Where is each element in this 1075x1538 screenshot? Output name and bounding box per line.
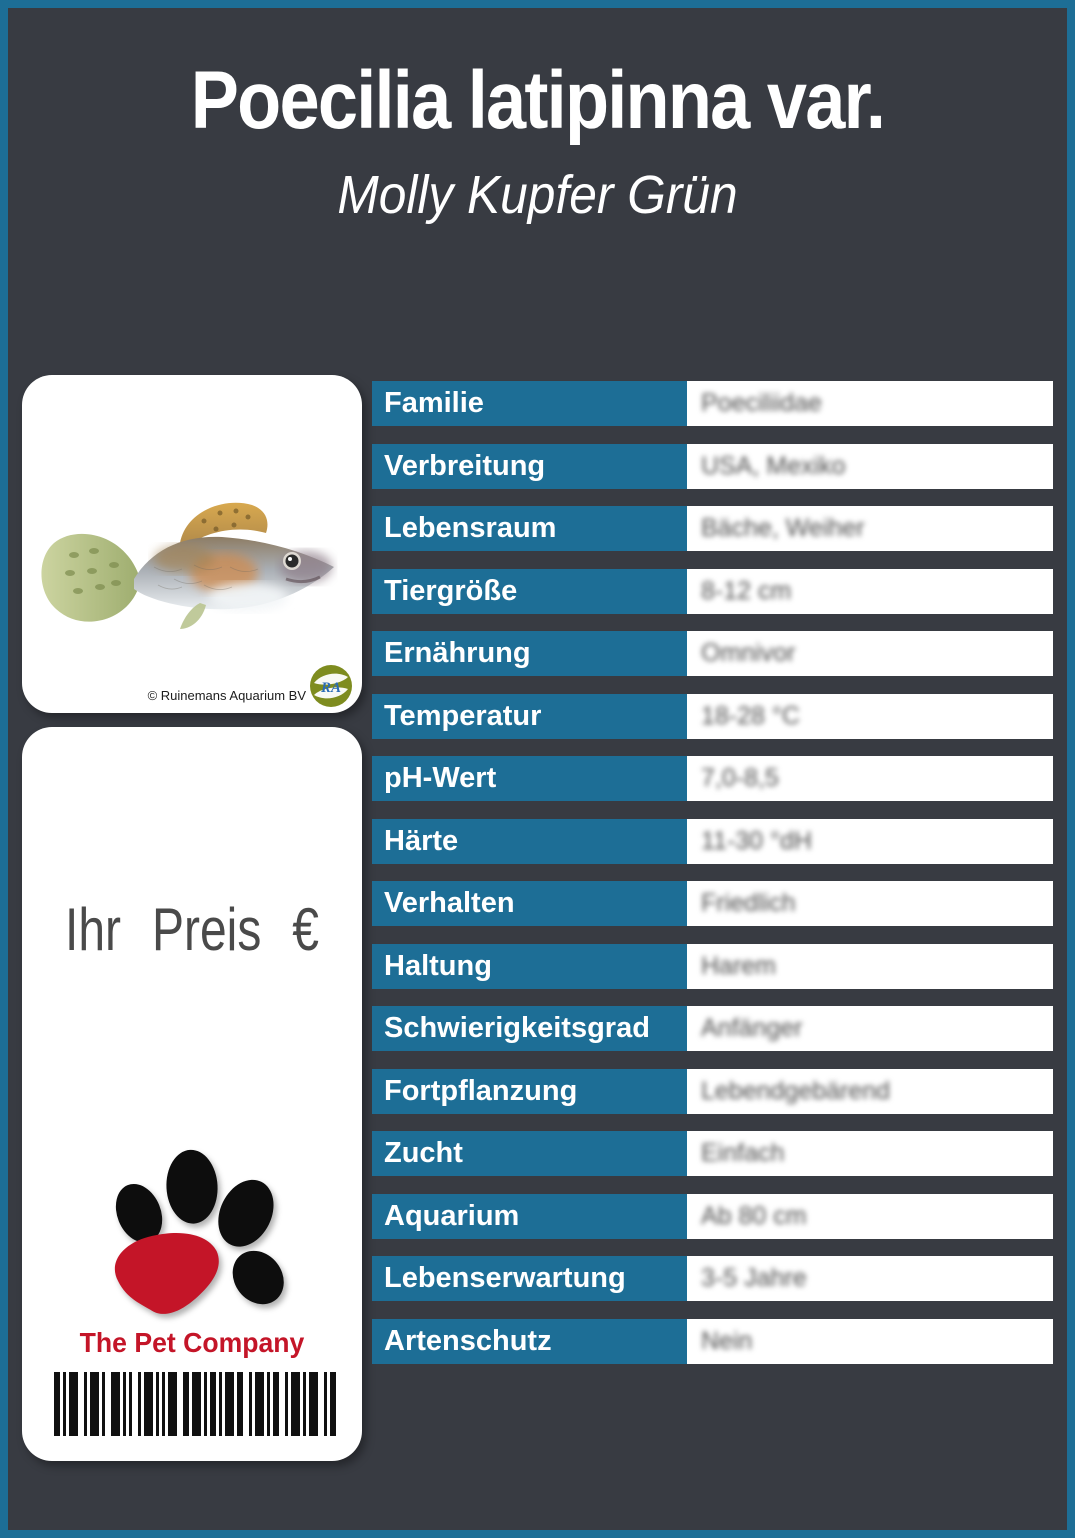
row-value: USA, Mexiko bbox=[687, 443, 1053, 489]
table-row: Verbreitung USA, Mexiko bbox=[372, 443, 1053, 489]
row-label: Verbreitung bbox=[372, 443, 687, 489]
barcode-bar bbox=[54, 1372, 60, 1436]
row-label: pH-Wert bbox=[372, 756, 687, 801]
page-title: Poecilia latipinna var. bbox=[190, 55, 886, 146]
barcode-bar bbox=[156, 1372, 159, 1436]
row-label: Schwierigkeitsgrad bbox=[372, 1006, 687, 1051]
barcode-bar bbox=[192, 1372, 201, 1436]
table-row: Verhalten Friedlich bbox=[372, 881, 1053, 926]
fish-photo-card: © Ruinemans Aquarium BV RA bbox=[22, 375, 362, 713]
row-label: Lebensraum bbox=[372, 506, 687, 551]
table-row: pH-Wert 7,0-8,5 bbox=[372, 756, 1053, 801]
table-row: Artenschutz Nein bbox=[372, 1318, 1053, 1364]
barcode-bar bbox=[249, 1372, 252, 1436]
table-row: Aquarium Ab 80 cm bbox=[372, 1193, 1053, 1239]
row-label: Haltung bbox=[372, 943, 687, 989]
row-value: Lebendgebärend bbox=[687, 1068, 1053, 1114]
barcode-bar bbox=[273, 1372, 279, 1436]
barcode-bar bbox=[129, 1372, 132, 1436]
barcode-bar bbox=[237, 1372, 243, 1436]
table-row: Lebenserwartung 3-5 Jahre bbox=[372, 1256, 1053, 1301]
row-value: 8-12 cm bbox=[687, 568, 1053, 614]
row-label: Artenschutz bbox=[372, 1318, 687, 1364]
barcode-bar bbox=[267, 1372, 270, 1436]
row-value: Poeciliidae bbox=[687, 381, 1053, 426]
table-row: Zucht Einfach bbox=[372, 1131, 1053, 1176]
row-value: Einfach bbox=[687, 1131, 1053, 1176]
barcode-bar bbox=[324, 1372, 327, 1436]
barcode-bar bbox=[63, 1372, 66, 1436]
barcode-bar bbox=[309, 1372, 318, 1436]
table-row: Härte 11-30 °dH bbox=[372, 818, 1053, 864]
row-label: Aquarium bbox=[372, 1193, 687, 1239]
paw-logo-icon bbox=[114, 1149, 284, 1314]
barcode-bar bbox=[219, 1372, 222, 1436]
barcode-bar bbox=[291, 1372, 300, 1436]
page-subtitle: Molly Kupfer Grün bbox=[337, 165, 738, 226]
photo-credit: © Ruinemans Aquarium BV bbox=[147, 688, 306, 703]
barcode-bar bbox=[123, 1372, 126, 1436]
table-row: Familie Poeciliidae bbox=[372, 381, 1053, 426]
row-value: Friedlich bbox=[687, 881, 1053, 926]
barcode-bar bbox=[69, 1372, 78, 1436]
header: Poecilia latipinna var. Molly Kupfer Grü… bbox=[8, 55, 1067, 226]
barcode-bar bbox=[255, 1372, 264, 1436]
table-row: Temperatur 18-28 °C bbox=[372, 693, 1053, 739]
table-row: Fortpflanzung Lebendgebärend bbox=[372, 1068, 1053, 1114]
table-row: Lebensraum Bäche, Weiher bbox=[372, 506, 1053, 551]
barcode-bar bbox=[102, 1372, 105, 1436]
barcode-bar bbox=[90, 1372, 99, 1436]
row-value: 7,0-8,5 bbox=[687, 756, 1053, 801]
table-row: Ernährung Omnivor bbox=[372, 631, 1053, 676]
row-value: 11-30 °dH bbox=[687, 818, 1053, 864]
row-value: Ab 80 cm bbox=[687, 1193, 1053, 1239]
table-row: Schwierigkeitsgrad Anfänger bbox=[372, 1006, 1053, 1051]
spec-table: Familie Poeciliidae Verbreitung USA, Mex… bbox=[372, 381, 1053, 1364]
table-row: Tiergröße 8-12 cm bbox=[372, 568, 1053, 614]
row-label: Fortpflanzung bbox=[372, 1068, 687, 1114]
ra-logo-text: RA bbox=[320, 680, 341, 696]
barcode-bar bbox=[204, 1372, 207, 1436]
fish-photo bbox=[41, 502, 334, 629]
price-label: Ihr Preis € bbox=[65, 896, 319, 963]
table-row: Haltung Harem bbox=[372, 943, 1053, 989]
barcode-bar bbox=[210, 1372, 216, 1436]
barcode-bar bbox=[138, 1372, 141, 1436]
row-label: Härte bbox=[372, 818, 687, 864]
barcode-bar bbox=[183, 1372, 189, 1436]
barcode-bar bbox=[303, 1372, 306, 1436]
row-value: Bäche, Weiher bbox=[687, 506, 1053, 551]
brand-name: The Pet Company bbox=[79, 1327, 305, 1358]
barcode-bar bbox=[285, 1372, 288, 1436]
row-label: Temperatur bbox=[372, 693, 687, 739]
barcode-bar bbox=[84, 1372, 87, 1436]
row-value: Omnivor bbox=[687, 631, 1053, 676]
row-value: 18-28 °C bbox=[687, 693, 1053, 739]
row-value: Anfänger bbox=[687, 1006, 1053, 1051]
price-card: Ihr Preis € The Pet Company bbox=[22, 727, 362, 1461]
row-label: Familie bbox=[372, 381, 687, 426]
row-label: Lebenserwartung bbox=[372, 1256, 687, 1301]
row-label: Verhalten bbox=[372, 881, 687, 926]
row-label: Tiergröße bbox=[372, 568, 687, 614]
row-value: Nein bbox=[687, 1318, 1053, 1364]
ra-logo-icon: RA bbox=[310, 665, 352, 707]
barcode-bar bbox=[111, 1372, 120, 1436]
barcode-bar bbox=[144, 1372, 153, 1436]
barcode-bar bbox=[225, 1372, 234, 1436]
row-label: Zucht bbox=[372, 1131, 687, 1176]
barcode-bar bbox=[168, 1372, 177, 1436]
barcode-bar bbox=[330, 1372, 336, 1436]
barcode-bar bbox=[162, 1372, 165, 1436]
barcode bbox=[54, 1372, 336, 1436]
row-value: 3-5 Jahre bbox=[687, 1256, 1053, 1301]
row-label: Ernährung bbox=[372, 631, 687, 676]
row-value: Harem bbox=[687, 943, 1053, 989]
